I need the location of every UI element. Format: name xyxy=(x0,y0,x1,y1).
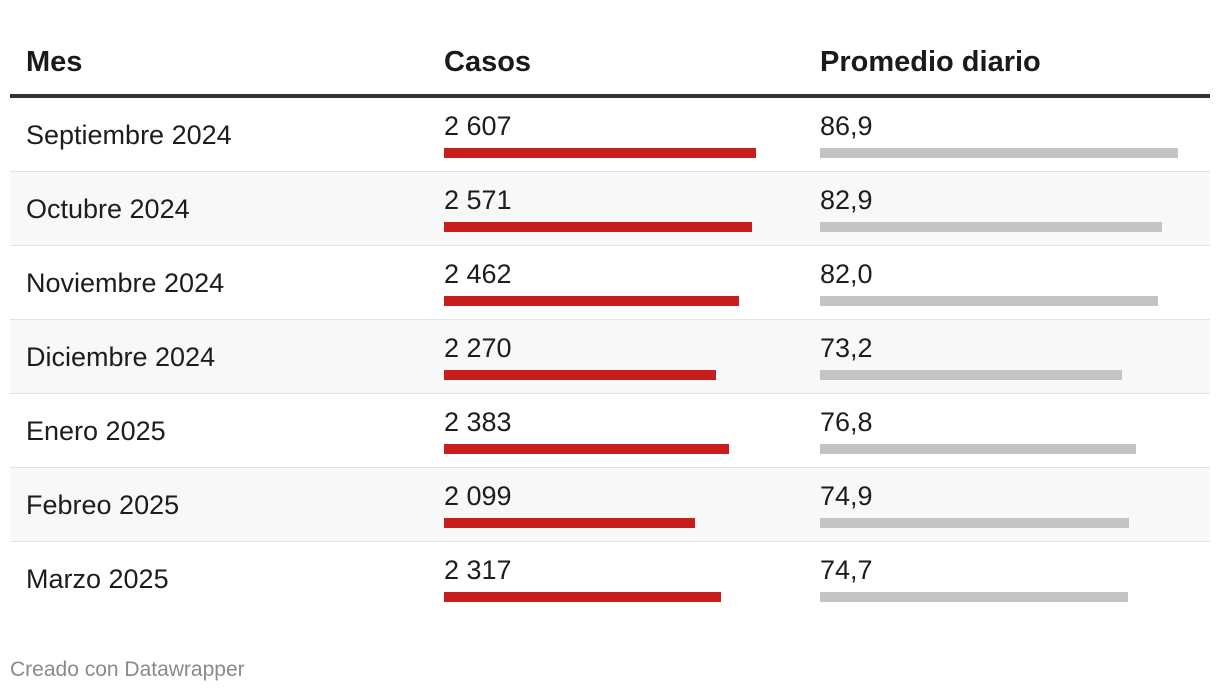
avg-value: 74,7 xyxy=(820,555,873,585)
cases-bar xyxy=(444,370,716,380)
avg-value: 82,0 xyxy=(820,259,873,289)
table-row: Septiembre 2024 2 607 86,9 xyxy=(10,98,1210,172)
month-cell: Diciembre 2024 xyxy=(26,342,216,372)
table-row: Enero 2025 2 383 76,8 xyxy=(10,394,1210,468)
cases-value: 2 607 xyxy=(444,111,512,141)
cases-value: 2 462 xyxy=(444,259,512,289)
avg-value: 76,8 xyxy=(820,407,873,437)
cases-bar xyxy=(444,148,756,158)
avg-bar xyxy=(820,148,1178,158)
avg-bar xyxy=(820,592,1128,602)
avg-bar xyxy=(820,444,1136,454)
data-table: Mes Casos Promedio diario Septiembre 202… xyxy=(10,26,1210,616)
month-cell: Febreo 2025 xyxy=(26,490,180,520)
cases-bar xyxy=(444,222,752,232)
month-cell: Marzo 2025 xyxy=(26,564,169,594)
month-cell: Octubre 2024 xyxy=(26,194,190,224)
table-body: Septiembre 2024 2 607 86,9 Octubre 2024 2 57… xyxy=(10,98,1210,616)
cases-value: 2 383 xyxy=(444,407,512,437)
table-header: Mes Casos Promedio diario xyxy=(10,26,1210,98)
avg-bar xyxy=(820,296,1158,306)
avg-value: 86,9 xyxy=(820,111,873,141)
cases-value: 2 317 xyxy=(444,555,512,585)
avg-value: 73,2 xyxy=(820,333,873,363)
avg-bar xyxy=(820,370,1122,380)
table-row: Febreo 2025 2 099 74,9 xyxy=(10,468,1210,542)
month-cell: Enero 2025 xyxy=(26,416,166,446)
avg-bar xyxy=(820,518,1129,528)
column-header-cases[interactable]: Casos xyxy=(444,46,532,78)
cases-bar xyxy=(444,296,739,306)
cases-value: 2 270 xyxy=(444,333,512,363)
cases-value: 2 571 xyxy=(444,185,512,215)
column-header-month[interactable]: Mes xyxy=(26,46,83,78)
cases-bar xyxy=(444,518,695,528)
avg-bar xyxy=(820,222,1162,232)
table-row: Diciembre 2024 2 270 73,2 xyxy=(10,320,1210,394)
cases-bar xyxy=(444,592,721,602)
table-row: Marzo 2025 2 317 74,7 xyxy=(10,542,1210,616)
month-cell: Septiembre 2024 xyxy=(26,120,232,150)
month-cell: Noviembre 2024 xyxy=(26,268,225,298)
footer-credit: Creado con Datawrapper xyxy=(10,658,245,681)
avg-value: 82,9 xyxy=(820,185,873,215)
cases-value: 2 099 xyxy=(444,481,512,511)
table-row: Noviembre 2024 2 462 82,0 xyxy=(10,246,1210,320)
cases-bar xyxy=(444,444,729,454)
column-header-avg[interactable]: Promedio diario xyxy=(820,46,1041,78)
avg-value: 74,9 xyxy=(820,481,873,511)
table-row: Octubre 2024 2 571 82,9 xyxy=(10,172,1210,246)
